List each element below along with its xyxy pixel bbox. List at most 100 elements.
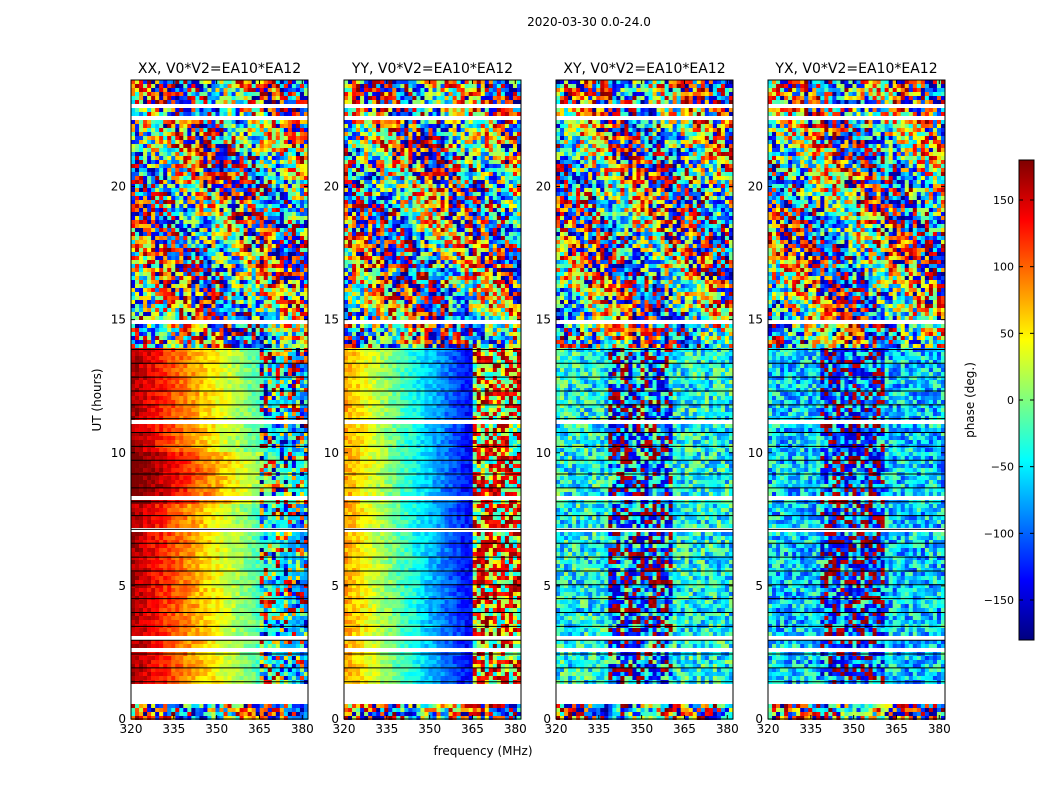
- heatmap-cell: [159, 544, 164, 548]
- heatmap-cell: [299, 532, 305, 536]
- heatmap-cell: [151, 120, 156, 124]
- heatmap-cell: [219, 512, 224, 516]
- heatmap-cell: [275, 160, 281, 164]
- heatmap-cell: [299, 436, 305, 440]
- heatmap-cell: [287, 404, 293, 408]
- heatmap-cell: [195, 276, 200, 280]
- heatmap-cell: [243, 512, 248, 516]
- heatmap-cell: [207, 108, 212, 112]
- heatmap-cell: [239, 292, 244, 296]
- heatmap-cell: [207, 476, 212, 480]
- heatmap-cell: [275, 176, 281, 180]
- heatmap-cell: [251, 460, 256, 464]
- heatmap-cell: [299, 372, 305, 376]
- heatmap-cell: [159, 308, 164, 312]
- heatmap-cell: [255, 400, 261, 404]
- heatmap-cell: [195, 88, 200, 92]
- heatmap-cell: [155, 264, 160, 268]
- heatmap-cell: [299, 300, 305, 304]
- heatmap-cell: [159, 488, 164, 492]
- heatmap-cell: [151, 300, 156, 304]
- heatmap-cell: [151, 540, 156, 544]
- heatmap-cell: [243, 164, 248, 168]
- heatmap-cell: [175, 220, 180, 224]
- heatmap-cell: [187, 152, 192, 156]
- heatmap-cell: [299, 264, 305, 268]
- heatmap-cell: [219, 488, 224, 492]
- heatmap-cell: [235, 200, 240, 204]
- heatmap-cell: [231, 268, 236, 272]
- heatmap-cell: [155, 376, 160, 380]
- heatmap-cell: [163, 380, 168, 384]
- heatmap-cell: [155, 384, 160, 388]
- heatmap-cell: [267, 524, 273, 528]
- heatmap-cell: [283, 216, 289, 220]
- heatmap-cell: [231, 376, 236, 380]
- heatmap-cell: [159, 152, 164, 156]
- heatmap-cell: [227, 248, 232, 252]
- heatmap-cell: [299, 200, 305, 204]
- heatmap-cell: [211, 244, 216, 248]
- heatmap-cell: [271, 316, 277, 320]
- heatmap-cell: [187, 288, 192, 292]
- heatmap-cell: [163, 180, 168, 184]
- heatmap-cell: [203, 556, 208, 560]
- heatmap-cell: [179, 100, 184, 104]
- heatmap-cell: [251, 224, 256, 228]
- heatmap-cell: [199, 304, 204, 308]
- heatmap-cell: [211, 132, 216, 136]
- heatmap-cell: [159, 240, 164, 244]
- heatmap-cell: [291, 284, 297, 288]
- heatmap-cell: [175, 308, 180, 312]
- heatmap-cell: [227, 328, 232, 332]
- heatmap-cell: [291, 392, 297, 396]
- heatmap-cell: [287, 460, 293, 464]
- heatmap-cell: [179, 308, 184, 312]
- heatmap-cell: [271, 424, 277, 428]
- heatmap-cell: [187, 540, 192, 544]
- heatmap-cell: [207, 404, 212, 408]
- heatmap-cell: [207, 292, 212, 296]
- heatmap-cell: [227, 364, 232, 368]
- heatmap-cell: [219, 212, 224, 216]
- heatmap-cell: [247, 164, 252, 168]
- heatmap-cell: [179, 176, 184, 180]
- heatmap-cell: [183, 268, 188, 272]
- heatmap-cell: [259, 216, 265, 220]
- heatmap-cell: [203, 392, 208, 396]
- heatmap-cell: [271, 284, 277, 288]
- heatmap-cell: [231, 488, 236, 492]
- heatmap-cell: [203, 160, 208, 164]
- heatmap-cell: [147, 464, 152, 468]
- heatmap-cell: [259, 468, 265, 472]
- heatmap-cell: [203, 460, 208, 464]
- heatmap-cell: [191, 432, 196, 436]
- heatmap-cell: [135, 316, 140, 320]
- heatmap-cell: [259, 484, 265, 488]
- heatmap-cell: [215, 292, 220, 296]
- heatmap-cell: [303, 336, 309, 340]
- heatmap-cell: [299, 368, 305, 372]
- heatmap-cell: [163, 432, 168, 436]
- heatmap-cell: [131, 520, 136, 524]
- heatmap-cell: [199, 464, 204, 468]
- heatmap-cell: [275, 428, 281, 432]
- heatmap-cell: [147, 144, 152, 148]
- heatmap-cell: [223, 524, 228, 528]
- heatmap-cell: [211, 408, 216, 412]
- heatmap-cell: [299, 376, 305, 380]
- heatmap-cell: [283, 524, 289, 528]
- heatmap-cell: [163, 340, 168, 344]
- heatmap-cell: [191, 136, 196, 140]
- heatmap-cell: [227, 532, 232, 536]
- heatmap-cell: [183, 356, 188, 360]
- heatmap-cell: [187, 532, 192, 536]
- heatmap-cell: [167, 264, 172, 268]
- heatmap-cell: [295, 312, 301, 316]
- heatmap-cell: [231, 456, 236, 460]
- heatmap-cell: [147, 120, 152, 124]
- heatmap-cell: [243, 96, 248, 100]
- heatmap-cell: [143, 504, 148, 508]
- heatmap-cell: [155, 240, 160, 244]
- heatmap-cell: [179, 380, 184, 384]
